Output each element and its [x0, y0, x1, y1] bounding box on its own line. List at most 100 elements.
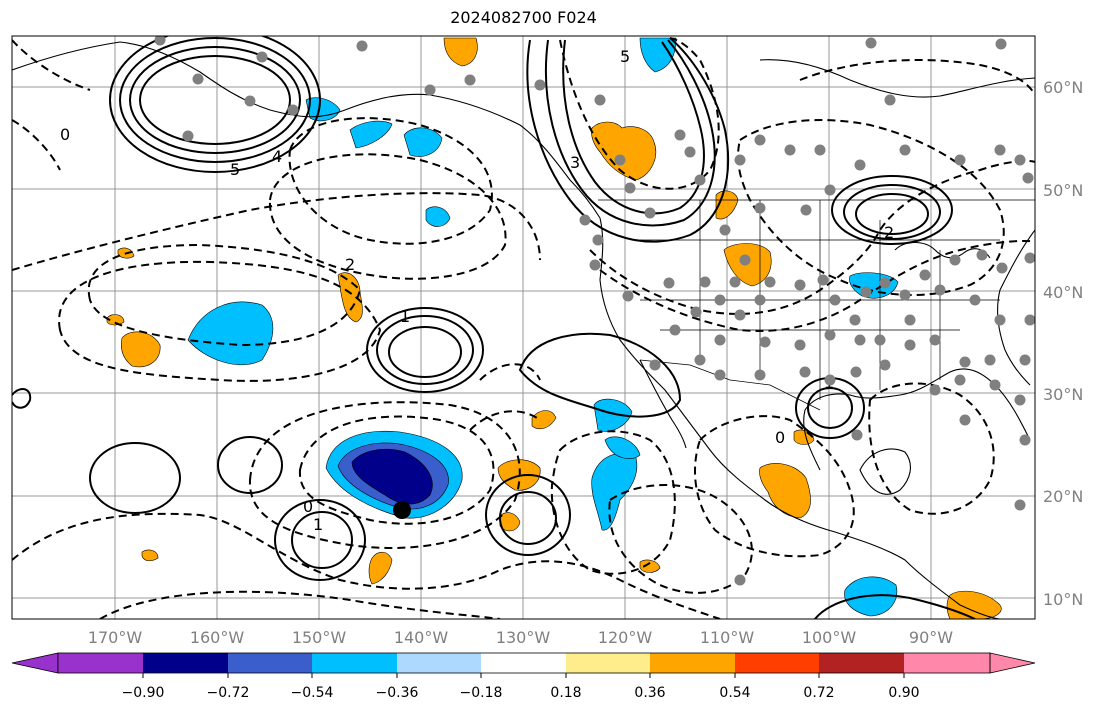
longitude-label: 160°W: [190, 628, 245, 647]
orange-fill-area: [368, 551, 393, 585]
station-dot: [794, 339, 806, 351]
station-dot: [851, 429, 863, 441]
map-title: 2024082700 F024: [450, 8, 597, 27]
orange-fill-area: [337, 272, 363, 323]
station-dot: [694, 174, 706, 186]
station-dot: [729, 276, 741, 288]
colorbar-segment: [735, 653, 819, 673]
station-dot: [534, 79, 546, 91]
station-dot: [824, 329, 836, 341]
contour-label: 1: [313, 515, 323, 534]
colorbar-tick-label: 0.54: [719, 685, 750, 701]
station-dot: [994, 314, 1006, 326]
contour-line: [217, 436, 283, 494]
colorbar-segment: [228, 653, 312, 673]
station-dot: [954, 154, 966, 166]
station-dot: [850, 366, 862, 378]
latitude-label: 50°N: [1043, 181, 1083, 200]
contour-line: [562, 39, 705, 215]
us-mexico-border: [639, 359, 821, 411]
baja: [639, 359, 687, 449]
station-dot: [764, 276, 776, 288]
contour-line: [274, 499, 366, 581]
station-dot: [699, 276, 711, 288]
blue-fill-area: [403, 127, 443, 157]
station-dot: [969, 294, 981, 306]
colorbar-frame: [57, 652, 991, 674]
station-dot: [1014, 394, 1026, 406]
contour-line: [550, 430, 676, 575]
contour-line: [288, 117, 493, 245]
station-dot: [739, 254, 751, 266]
contour-line: [99, 590, 501, 619]
colorbar-tick-label: −0.54: [291, 685, 334, 701]
latitude-labels: 60°N 50°N 40°N 30°N 20°N 10°N: [1043, 78, 1083, 609]
station-dot: [794, 279, 806, 291]
contour-line: [799, 59, 1035, 96]
station-dot: [854, 159, 866, 171]
colorbar-segment: [819, 653, 904, 673]
station-dot: [865, 37, 877, 49]
colorbar-tick-label: 0.18: [550, 685, 581, 701]
contour-line: [843, 184, 941, 240]
station-dot: [976, 249, 988, 261]
contour-line: [694, 415, 855, 558]
station-dot: [734, 309, 746, 321]
longitude-label: 150°W: [292, 628, 347, 647]
colorbar-segment: [397, 653, 481, 673]
colorbar-tick-label: −0.18: [460, 685, 503, 701]
station-dot: [614, 154, 626, 166]
station-dot: [989, 379, 1001, 391]
station-dot: [904, 314, 916, 326]
station-dot: [754, 134, 766, 146]
dark-blue-fill-area: [351, 449, 433, 505]
contour-line: [388, 326, 462, 378]
longitude-label: 100°W: [802, 628, 857, 647]
contour-line: [737, 119, 1005, 296]
contour-label: 0: [303, 497, 313, 516]
contour-line: [12, 388, 32, 409]
contour-label: 2: [884, 223, 894, 242]
station-dot: [829, 294, 841, 306]
station-dot: [824, 184, 836, 196]
station-dot: [649, 359, 661, 371]
station-dot: [1019, 354, 1031, 366]
map-panel: 0 5 2 1 3 4 0 1 2 1 0 5: [11, 35, 1036, 620]
contour-label: 0: [60, 125, 70, 144]
colorbar-tick-label: −0.90: [122, 685, 165, 701]
longitude-labels: 170°W 160°W 150°W 140°W 130°W 120°W 110°…: [88, 628, 953, 647]
longitude-label: 120°W: [598, 628, 653, 647]
station-dot: [824, 374, 836, 386]
contour-label: 1: [400, 307, 410, 326]
station-dot: [984, 354, 996, 366]
contour-line: [868, 382, 995, 515]
location-marker: [393, 501, 411, 519]
station-dot: [192, 73, 204, 85]
colorbar-segment: [904, 653, 990, 673]
orange-fill-area: [591, 121, 656, 181]
colorbar-tick-label: −0.72: [207, 685, 250, 701]
alaska-coast: [12, 41, 601, 219]
contour-line: [469, 363, 541, 431]
station-dot: [1014, 154, 1026, 166]
station-dot: [929, 384, 941, 396]
colorbar-segment: [312, 653, 397, 673]
blue-fill-area: [425, 206, 451, 227]
orange-fill-area: [499, 512, 521, 532]
station-dot: [579, 214, 591, 226]
latitude-label: 40°N: [1043, 283, 1083, 302]
station-dot: [814, 144, 826, 156]
station-dot: [734, 154, 746, 166]
contour-line: [544, 39, 716, 227]
contour-label: 0: [775, 428, 785, 447]
station-dot: [244, 95, 256, 107]
station-dot: [714, 369, 726, 381]
station-dot: [929, 334, 941, 346]
station-dot: [800, 204, 812, 216]
station-dot: [759, 336, 771, 348]
station-dot: [622, 290, 634, 302]
station-dot: [854, 334, 866, 346]
station-dot: [356, 40, 368, 52]
orange-fill-area: [639, 559, 661, 573]
